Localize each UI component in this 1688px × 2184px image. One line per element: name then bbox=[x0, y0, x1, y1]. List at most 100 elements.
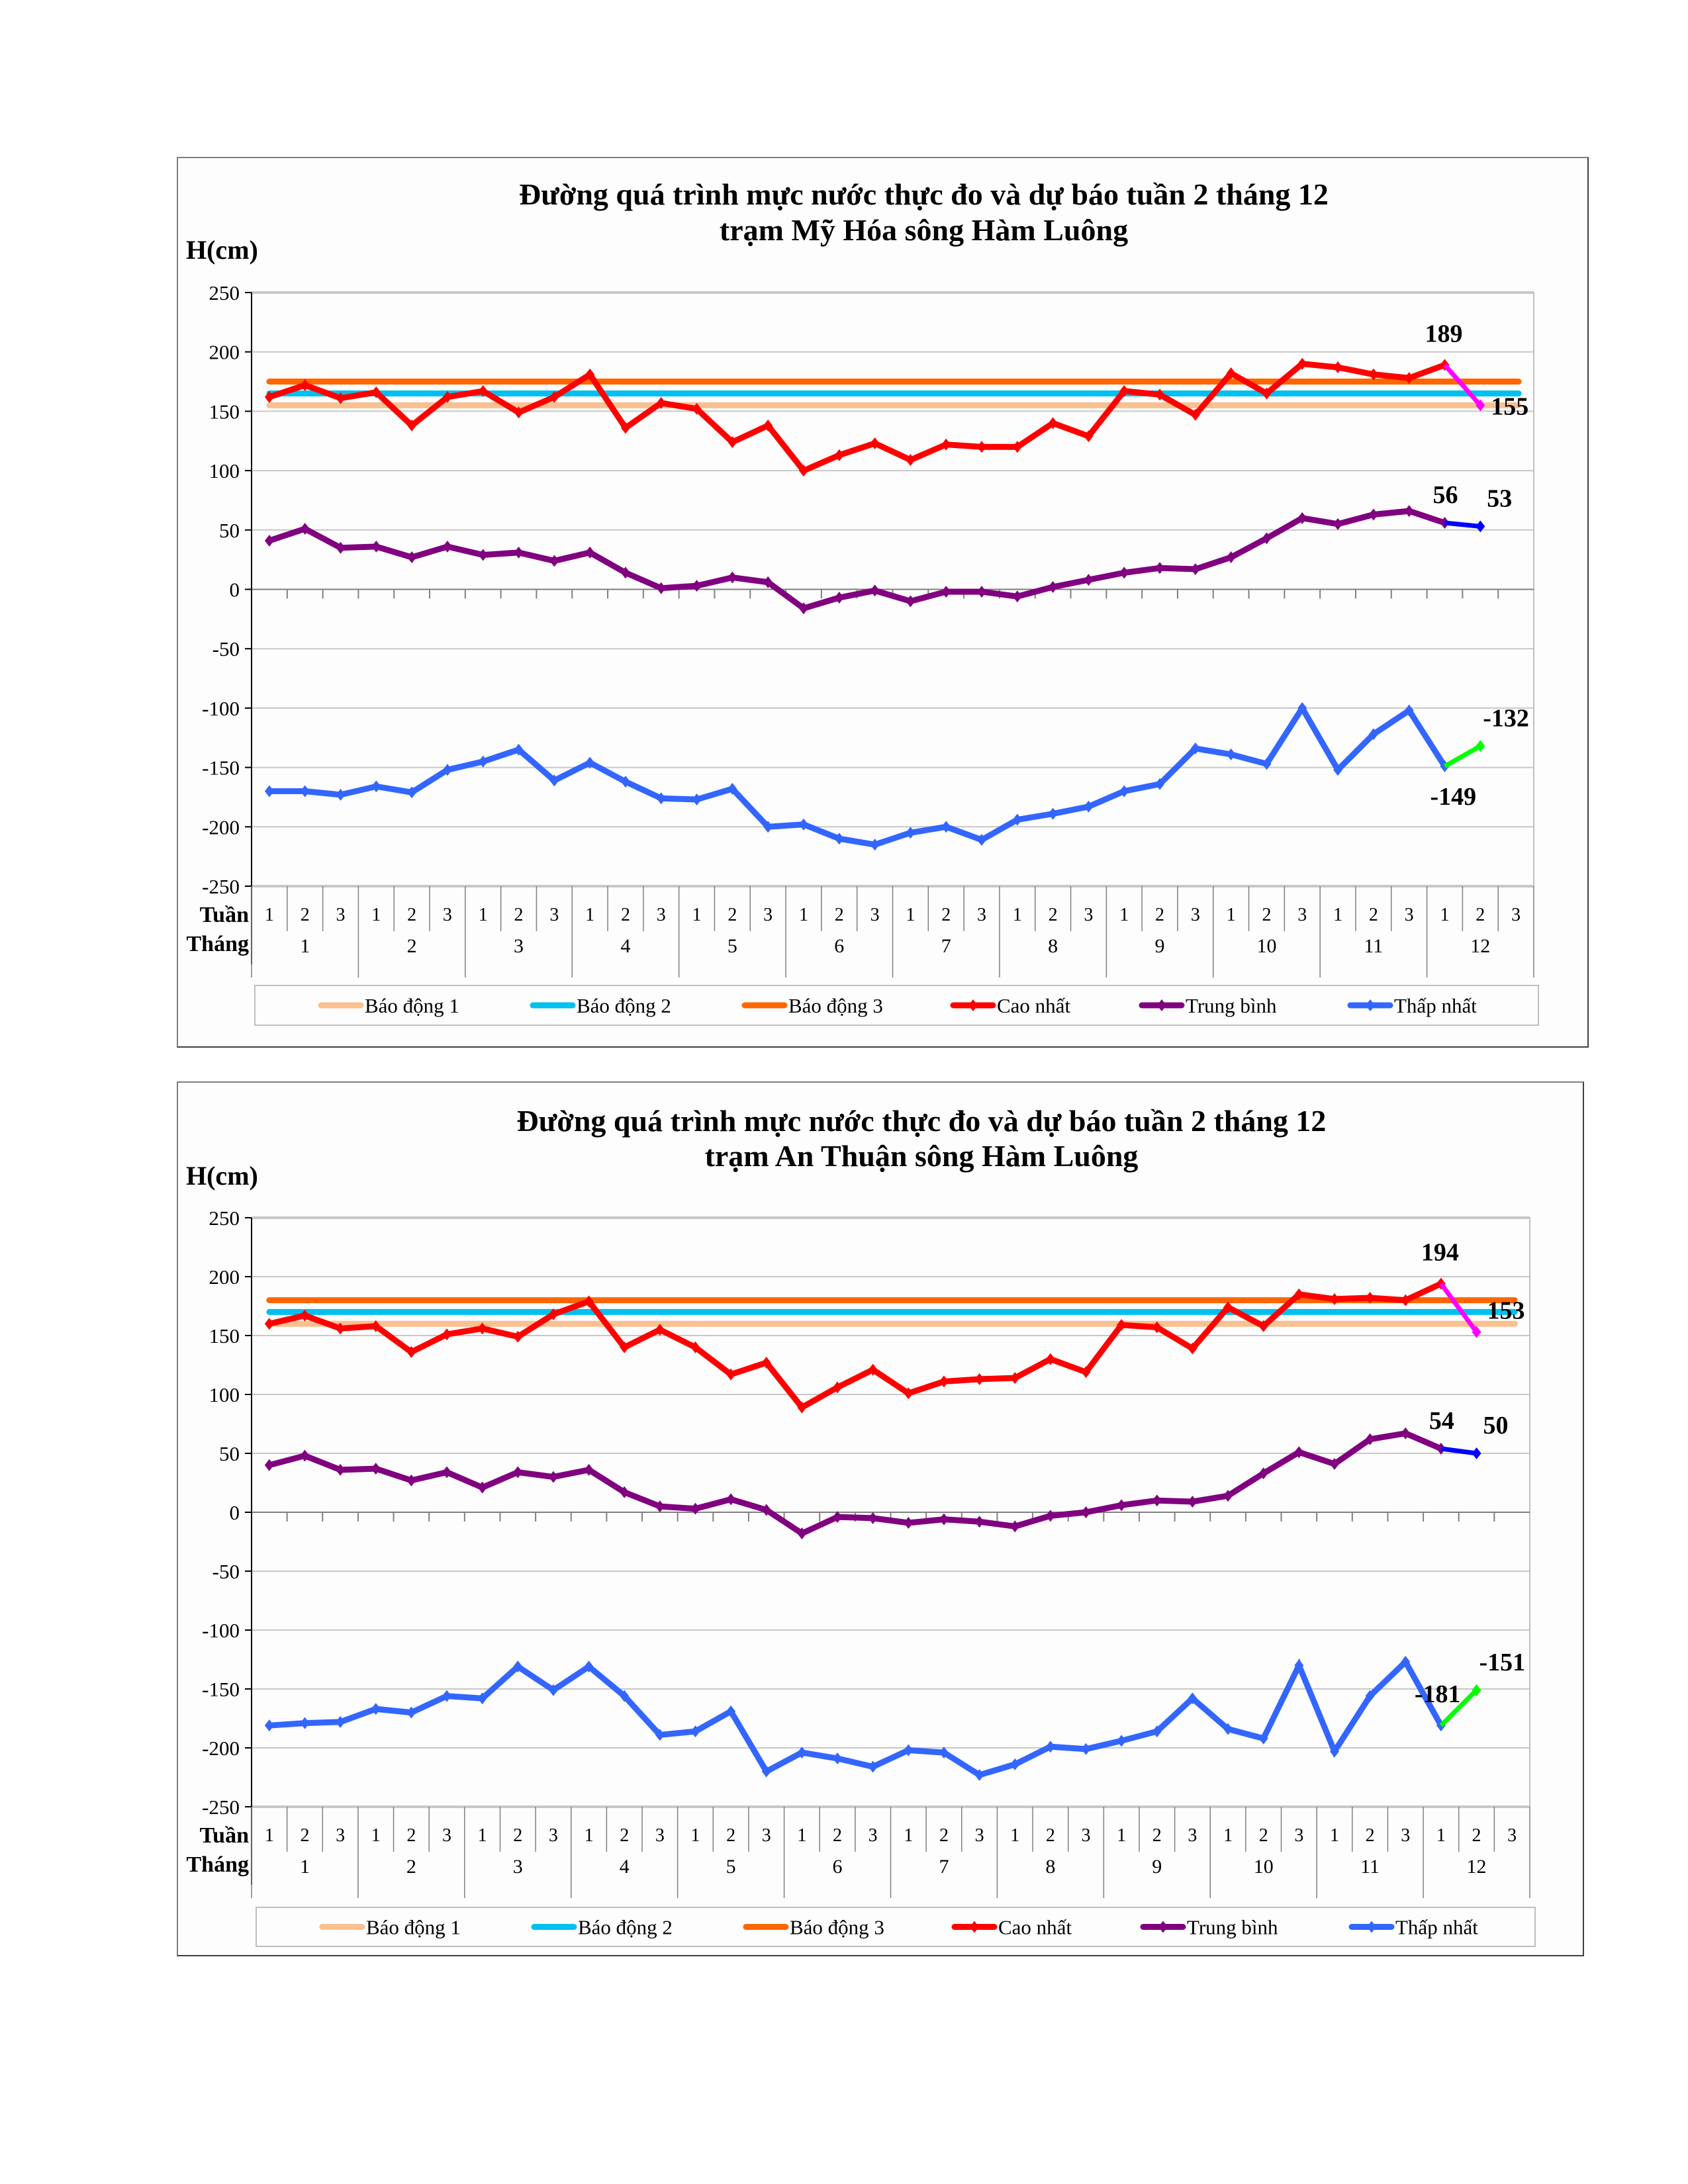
data-point bbox=[584, 1295, 594, 1308]
data-point bbox=[1117, 1735, 1127, 1747]
data-point bbox=[371, 780, 381, 793]
data-point bbox=[692, 402, 702, 415]
data-point bbox=[1262, 532, 1272, 545]
data-point bbox=[1188, 1342, 1197, 1355]
chart-an-thuan: Đường quá trình mực nước thực đo và dự b… bbox=[177, 1081, 1584, 1956]
data-point bbox=[336, 541, 346, 554]
data-point bbox=[655, 1324, 665, 1336]
series-line-1 bbox=[268, 508, 1446, 612]
data-point bbox=[939, 1747, 949, 1759]
data-point bbox=[371, 1463, 381, 1475]
data-point bbox=[371, 1703, 381, 1715]
month-label: 5 bbox=[727, 935, 737, 957]
week-label: 3 bbox=[870, 905, 880, 925]
data-point bbox=[1262, 758, 1272, 770]
data-point bbox=[1084, 800, 1094, 813]
y-tick-label: -200 bbox=[202, 1737, 240, 1760]
data-point bbox=[620, 422, 630, 434]
week-label: 2 bbox=[1155, 905, 1164, 925]
series-line-0 bbox=[268, 1281, 1442, 1412]
data-point bbox=[1436, 1442, 1446, 1455]
data-point bbox=[513, 1466, 523, 1479]
data-point bbox=[904, 1744, 914, 1756]
week-label: 2 bbox=[406, 1825, 416, 1846]
data-point bbox=[442, 390, 452, 403]
week-label: 2 bbox=[1369, 905, 1378, 925]
data-point bbox=[1226, 367, 1236, 379]
week-label: 1 bbox=[1013, 905, 1022, 925]
data-point bbox=[478, 755, 488, 768]
data-point bbox=[406, 1474, 416, 1486]
data-point bbox=[1404, 704, 1414, 717]
data-point bbox=[798, 602, 808, 615]
week-label: 3 bbox=[1191, 905, 1200, 925]
data-point bbox=[656, 582, 666, 594]
data-point bbox=[1226, 748, 1236, 760]
data-point bbox=[585, 546, 595, 559]
data-point bbox=[1258, 1320, 1268, 1332]
data-point bbox=[726, 1368, 736, 1381]
y-tick-label: 150 bbox=[209, 1324, 240, 1347]
week-label: 2 bbox=[727, 905, 737, 925]
legend-box bbox=[254, 985, 1539, 1026]
data-point bbox=[336, 392, 346, 404]
month-label: 10 bbox=[1256, 935, 1276, 957]
month-label: 4 bbox=[620, 1856, 630, 1878]
data-point bbox=[1223, 1723, 1233, 1735]
legend-marker bbox=[1366, 999, 1375, 1011]
data-point bbox=[797, 1527, 807, 1540]
week-label: 1 bbox=[479, 905, 488, 925]
legend-marker bbox=[1158, 1921, 1168, 1933]
data-point bbox=[763, 576, 773, 588]
week-label: 3 bbox=[1401, 1825, 1410, 1846]
data-point bbox=[407, 419, 417, 432]
chart-subtitle: trạm An Thuận sông Hàm Luông bbox=[705, 1139, 1139, 1173]
data-label-last: 189 bbox=[1425, 320, 1462, 347]
data-point bbox=[870, 839, 880, 851]
data-point bbox=[406, 1706, 416, 1719]
data-point bbox=[1262, 387, 1272, 400]
month-label: 8 bbox=[1045, 1856, 1055, 1878]
data-label-last: 194 bbox=[1421, 1239, 1459, 1267]
data-label-last: -181 bbox=[1415, 1680, 1461, 1708]
y-tick-label: 0 bbox=[230, 578, 240, 602]
forecast-line bbox=[1444, 520, 1481, 529]
week-label: 2 bbox=[835, 905, 844, 925]
data-point bbox=[977, 834, 987, 846]
data-label-forecast: -132 bbox=[1483, 704, 1529, 732]
data-point bbox=[904, 1517, 914, 1529]
week-label: 2 bbox=[620, 1825, 629, 1846]
data-point bbox=[1258, 1467, 1268, 1480]
week-label: 1 bbox=[1010, 1825, 1019, 1846]
data-point bbox=[868, 1760, 878, 1773]
week-label: 1 bbox=[265, 905, 274, 925]
week-label: 2 bbox=[1049, 905, 1058, 925]
week-label: 3 bbox=[1297, 905, 1307, 925]
week-label: 3 bbox=[443, 905, 452, 925]
forecast-point bbox=[1472, 1447, 1481, 1459]
data-point bbox=[371, 540, 381, 553]
week-label: 3 bbox=[655, 1825, 665, 1846]
month-label: 4 bbox=[620, 935, 630, 957]
data-point bbox=[692, 794, 702, 806]
x-axis-row-label-week: Tuần bbox=[200, 1823, 249, 1848]
week-label: 1 bbox=[799, 905, 808, 925]
data-point bbox=[371, 386, 381, 398]
month-label: 12 bbox=[1470, 935, 1490, 957]
y-tick-label: 100 bbox=[209, 1383, 240, 1406]
week-label: 1 bbox=[797, 1825, 806, 1846]
data-point bbox=[1152, 1321, 1162, 1334]
y-tick-label: -100 bbox=[202, 1619, 240, 1642]
legend-label: Thấp nhất bbox=[1395, 1916, 1478, 1939]
week-label: 1 bbox=[585, 905, 594, 925]
data-point bbox=[1365, 1433, 1375, 1445]
week-label: 1 bbox=[1330, 1825, 1339, 1846]
data-point bbox=[585, 368, 595, 381]
data-point bbox=[264, 1459, 274, 1471]
data-point bbox=[1333, 518, 1343, 530]
y-tick-label: -50 bbox=[212, 1560, 240, 1583]
data-point bbox=[655, 1500, 665, 1513]
data-point bbox=[1329, 1458, 1339, 1471]
data-point bbox=[763, 821, 773, 833]
data-point bbox=[513, 1661, 523, 1673]
